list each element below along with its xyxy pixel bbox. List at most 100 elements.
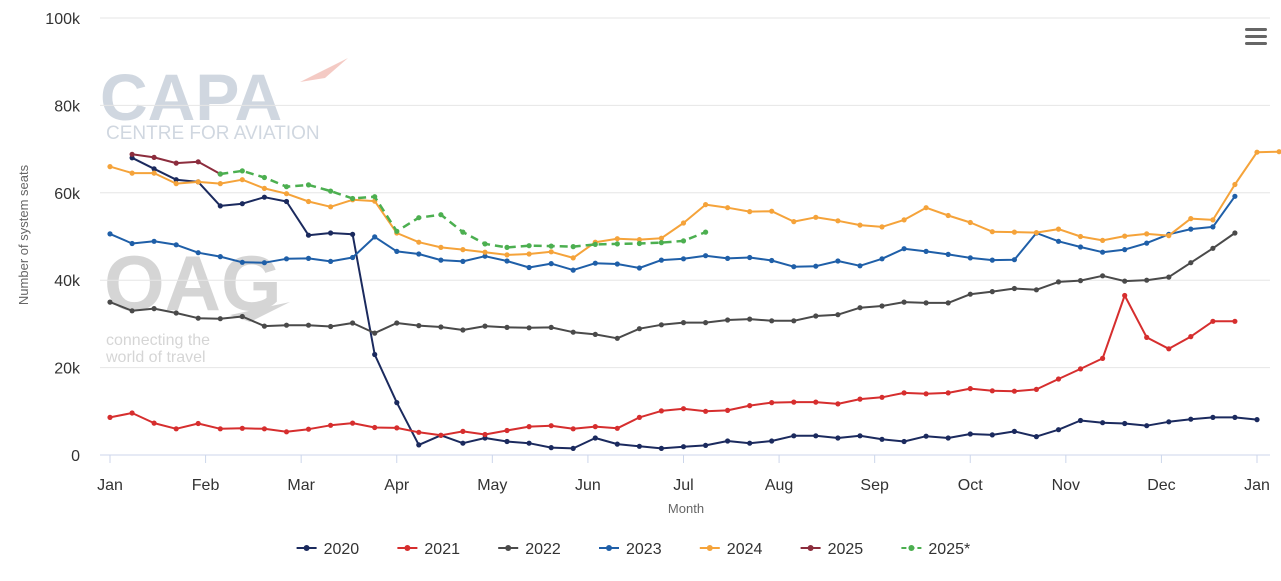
data-point[interactable] [173,181,179,187]
data-point[interactable] [1055,279,1062,285]
data-point[interactable] [703,320,709,326]
data-point[interactable] [813,214,819,220]
data-point[interactable] [592,435,598,441]
data-point[interactable] [394,320,400,326]
data-point[interactable] [592,241,598,247]
data-point[interactable] [747,254,753,261]
data-point[interactable] [989,432,995,438]
data-point[interactable] [239,168,245,174]
data-point[interactable] [703,442,709,448]
data-point[interactable] [416,239,422,245]
data-point[interactable] [879,436,885,442]
data-point[interactable] [217,181,223,187]
data-point[interactable] [989,388,995,394]
data-point[interactable] [548,249,554,255]
data-point[interactable] [460,247,466,253]
data-point[interactable] [460,440,466,446]
data-point[interactable] [526,251,532,257]
data-point[interactable] [1011,388,1018,394]
data-point[interactable] [570,445,576,451]
series-2024[interactable] [107,149,1281,261]
data-point[interactable] [173,242,179,248]
data-point[interactable] [350,231,356,237]
data-point[interactable] [1144,277,1150,283]
data-point[interactable] [680,320,687,326]
data-point[interactable] [989,289,995,295]
data-point[interactable] [747,403,753,409]
data-point[interactable] [350,254,356,261]
legend-item-2024[interactable]: 2024 [699,541,763,558]
legend-item-2025[interactable]: 2025 [800,541,864,558]
data-point[interactable] [305,255,312,261]
data-point[interactable] [416,323,422,329]
data-point[interactable] [680,406,687,412]
data-point[interactable] [504,427,510,434]
data-point[interactable] [1232,230,1238,236]
data-point[interactable] [129,151,135,157]
data-point[interactable] [945,251,951,257]
data-point[interactable] [769,257,775,264]
data-point[interactable] [261,174,267,181]
data-point[interactable] [438,324,444,330]
data-point[interactable] [1011,257,1018,263]
data-point[interactable] [636,240,643,247]
data-point[interactable] [482,323,488,329]
data-point[interactable] [107,299,113,305]
series-2022[interactable] [107,230,1238,341]
data-point[interactable] [372,194,378,200]
data-point[interactable] [658,408,665,414]
data-point[interactable] [967,291,973,297]
data-point[interactable] [305,232,312,238]
series-2023[interactable] [107,193,1238,273]
data-point[interactable] [967,386,973,392]
data-point[interactable] [747,209,753,215]
data-point[interactable] [1055,376,1062,382]
data-point[interactable] [328,422,334,428]
data-point[interactable] [283,184,290,190]
data-point[interactable] [305,182,312,188]
data-point[interactable] [791,264,797,270]
data-point[interactable] [195,179,201,185]
data-point[interactable] [1254,417,1260,423]
data-point[interactable] [636,326,643,332]
data-point[interactable] [1166,419,1172,425]
data-point[interactable] [173,160,179,166]
data-point[interactable] [526,424,532,430]
data-point[interactable] [151,170,157,176]
series-2025-projected[interactable] [217,168,709,250]
data-point[interactable] [1232,318,1238,324]
data-point[interactable] [1254,149,1260,155]
data-point[interactable] [173,310,179,316]
data-point[interactable] [217,171,223,177]
data-point[interactable] [482,431,488,438]
data-point[interactable] [1210,318,1216,324]
data-point[interactable] [372,330,378,336]
data-point[interactable] [217,426,223,432]
data-point[interactable] [703,202,709,208]
data-point[interactable] [261,185,267,191]
data-point[interactable] [769,438,775,444]
data-point[interactable] [901,217,907,223]
data-point[interactable] [1077,233,1084,240]
data-point[interactable] [416,215,422,221]
data-point[interactable] [791,433,797,439]
data-point[interactable] [769,400,775,406]
data-point[interactable] [217,254,223,260]
data-point[interactable] [504,258,510,264]
data-point[interactable] [769,208,775,214]
data-point[interactable] [813,263,819,269]
data-point[interactable] [504,438,510,445]
data-point[interactable] [526,243,532,249]
data-point[interactable] [680,256,687,262]
data-point[interactable] [1188,216,1194,222]
data-point[interactable] [217,316,223,322]
data-point[interactable] [151,306,157,312]
data-point[interactable] [614,236,620,242]
data-point[interactable] [1166,233,1172,239]
data-point[interactable] [967,219,973,226]
data-point[interactable] [328,258,334,264]
data-point[interactable] [967,431,973,437]
data-point[interactable] [1144,240,1150,246]
data-point[interactable] [548,243,554,249]
data-point[interactable] [570,244,576,250]
